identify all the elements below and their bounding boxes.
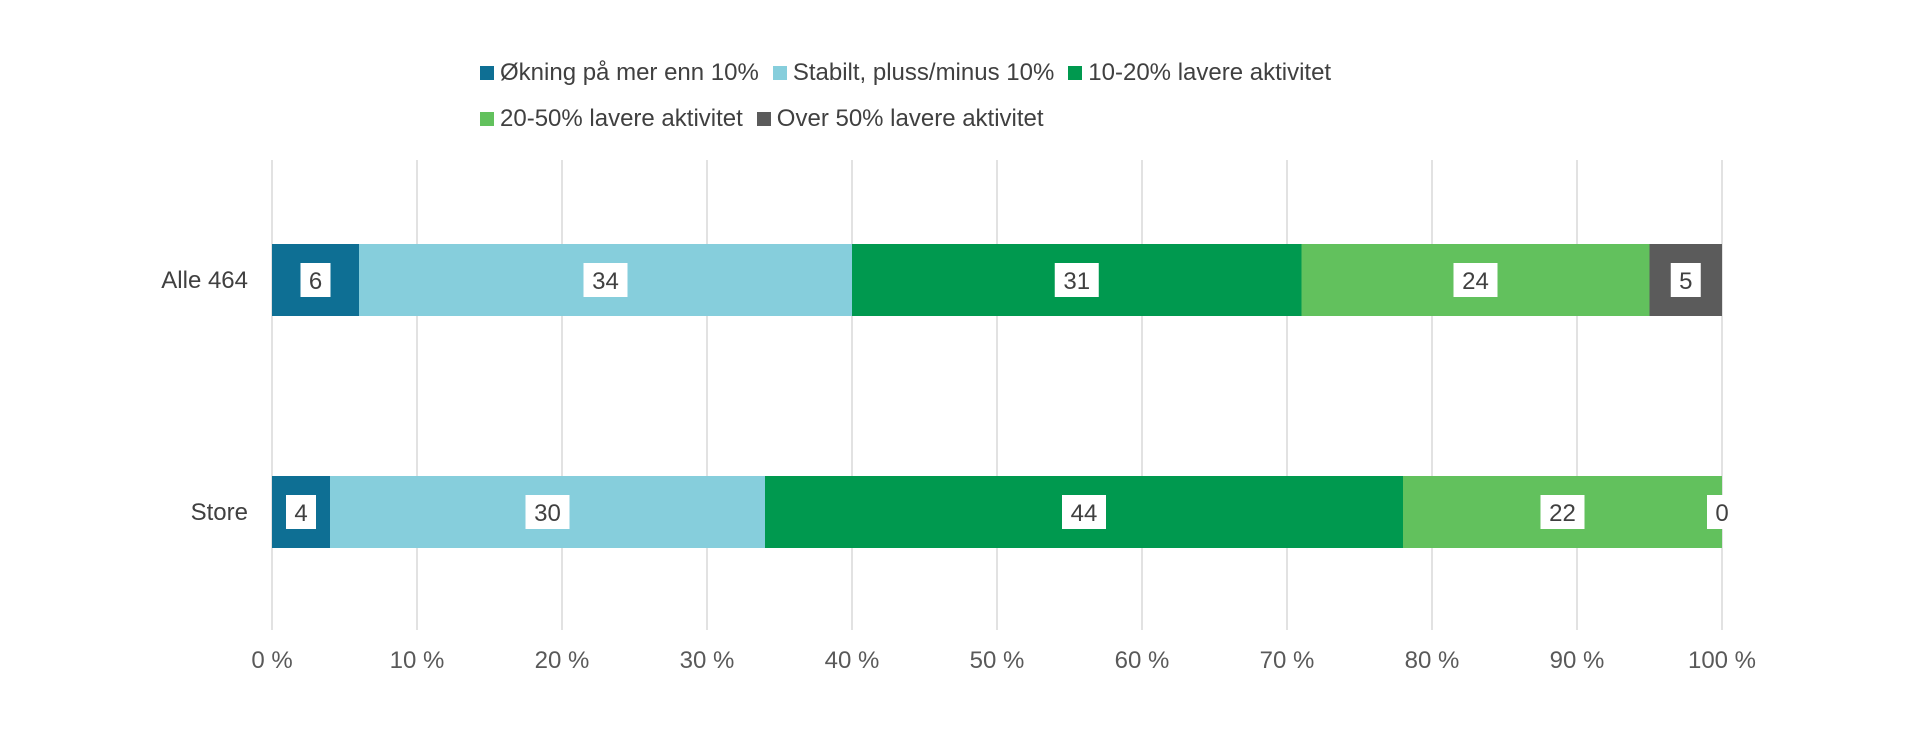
x-tick-label: 30 % xyxy=(680,647,735,674)
data-label-box xyxy=(1453,263,1498,297)
legend-label: 10-20% lavere aktivitet xyxy=(1088,59,1332,86)
category-label: Store xyxy=(191,499,248,526)
data-label: 31 xyxy=(1063,268,1090,295)
data-label: 5 xyxy=(1679,268,1692,295)
legend-swatch xyxy=(772,66,787,80)
data-label: 34 xyxy=(592,268,619,295)
x-tick-label: 20 % xyxy=(535,647,590,674)
data-label: 24 xyxy=(1462,268,1489,295)
data-label-box xyxy=(583,263,628,297)
x-tick-label: 10 % xyxy=(390,647,445,674)
data-label: 6 xyxy=(309,268,322,295)
data-label-box xyxy=(525,495,570,529)
legend-item-stabilt: Stabilt, pluss/minus 10% xyxy=(772,59,1055,87)
legend-swatch xyxy=(1068,66,1083,80)
data-label-box xyxy=(1707,495,1737,529)
data-label-box xyxy=(300,263,331,297)
legend-swatch xyxy=(480,66,494,80)
data-label-box xyxy=(286,495,316,529)
x-tick-label: 70 % xyxy=(1260,647,1315,674)
legend-swatch xyxy=(756,112,771,126)
data-label-box xyxy=(1670,263,1701,297)
legend-row-1: Økning på mer enn 10% Stabilt, pluss/min… xyxy=(480,50,1480,96)
legend-item-10-20: 10-20% lavere aktivitet xyxy=(1068,59,1331,87)
x-tick-label: 40 % xyxy=(825,647,880,674)
x-tick-label: 50 % xyxy=(970,647,1025,674)
legend: Økning på mer enn 10% Stabilt, pluss/min… xyxy=(480,50,1480,142)
category-label: Alle 464 xyxy=(161,267,248,294)
data-label-box xyxy=(1054,263,1099,297)
data-label: 0 xyxy=(1715,500,1728,527)
data-label-box xyxy=(1062,495,1106,529)
data-label: 4 xyxy=(294,500,307,527)
data-label: 30 xyxy=(534,500,561,527)
legend-item-over-50: Over 50% lavere aktivitet xyxy=(756,105,1044,133)
legend-label: Stabilt, pluss/minus 10% xyxy=(792,59,1055,86)
legend-label: Økning på mer enn 10% xyxy=(500,59,759,86)
data-label-box xyxy=(1540,495,1585,529)
x-tick-label: 80 % xyxy=(1405,647,1460,674)
data-label: 44 xyxy=(1071,500,1098,527)
x-tick-label: 100 % xyxy=(1688,647,1756,674)
data-label: 22 xyxy=(1549,500,1576,527)
legend-item-okning: Økning på mer enn 10% xyxy=(480,59,759,87)
legend-item-20-50: 20-50% lavere aktivitet xyxy=(480,105,743,133)
x-tick-label: 60 % xyxy=(1115,647,1170,674)
legend-row-2: 20-50% lavere aktivitet Over 50% lavere … xyxy=(480,96,1480,142)
legend-label: Over 50% lavere aktivitet xyxy=(776,105,1044,132)
x-tick-label: 0 % xyxy=(251,647,292,674)
legend-label: 20-50% lavere aktivitet xyxy=(500,105,743,132)
legend-swatch xyxy=(480,112,494,126)
x-tick-label: 90 % xyxy=(1550,647,1605,674)
